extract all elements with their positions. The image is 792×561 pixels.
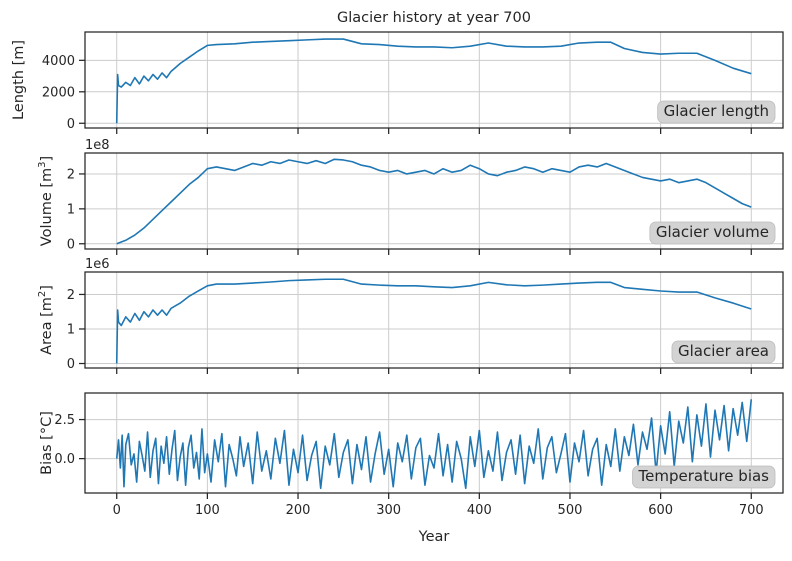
legend-label-1: Glacier length xyxy=(664,102,769,120)
axes-frame-3 xyxy=(84,271,784,369)
y-tick-label-1-1: 0 xyxy=(67,117,75,132)
y-tick-label-3-1: 0 xyxy=(67,357,75,372)
x-tick-label-7: 600 xyxy=(648,503,673,518)
y-tick-label-3-2: 1 xyxy=(67,322,75,337)
series-line-1-1 xyxy=(115,38,752,124)
legend-badge-1 xyxy=(657,100,776,124)
y-tick-label-1-3: 4000 xyxy=(42,54,75,69)
x-tick-label-5: 400 xyxy=(467,503,492,518)
y-tick-label-2-1: 0 xyxy=(67,237,75,252)
legend-label-4: Temperature bias xyxy=(638,467,770,485)
y-axis-label-3: Area [m2] xyxy=(37,285,55,355)
panel-1: 0 2000 4000 Length [m] Glacier length xyxy=(11,31,784,134)
panel-3: 0 1 2 1e6 Area [m2] Glacier area xyxy=(37,257,784,374)
x-tick-label-3: 200 xyxy=(286,503,311,518)
x-tick-label-1: 0 xyxy=(113,503,121,518)
axes-frame-1 xyxy=(84,31,784,129)
legend-badge-4 xyxy=(632,465,776,489)
y-axis-label-2: Volume [m3] xyxy=(37,156,55,246)
legend-label-2: Glacier volume xyxy=(656,223,769,241)
y-tick-label-3-3: 2 xyxy=(67,288,75,303)
axes-frame-4 xyxy=(84,392,784,494)
series-line-2-1 xyxy=(116,158,752,245)
y-multiplier-3: 1e6 xyxy=(85,257,110,272)
axes-frame-2 xyxy=(84,152,784,250)
y-tick-label-2-3: 2 xyxy=(67,167,75,182)
x-tick-label-2: 100 xyxy=(195,503,220,518)
series-line-3-1 xyxy=(115,278,752,364)
y-multiplier-2: 1e8 xyxy=(85,138,110,153)
y-tick-label-1-2: 2000 xyxy=(42,85,75,100)
y-axis-label-4: Bias [°C] xyxy=(39,411,55,475)
y-tick-label-2-2: 1 xyxy=(67,202,75,217)
x-tick-label-8: 700 xyxy=(739,503,764,518)
legend-label-3: Glacier area xyxy=(678,342,769,360)
y-axis-label-1: Length [m] xyxy=(11,40,27,120)
x-tick-label-4: 300 xyxy=(376,503,401,518)
series-line-4-1 xyxy=(115,399,753,490)
x-axis-label: Year xyxy=(418,529,450,545)
y-tick-label-4-2: 2.5 xyxy=(54,413,75,428)
panel-2: 0 1 2 1e8 Volume [m3] Glacier volume xyxy=(37,138,784,255)
x-tick-label-6: 500 xyxy=(558,503,583,518)
y-tick-label-4-1: 0.0 xyxy=(54,452,75,467)
legend-badge-3 xyxy=(671,340,776,364)
chart-title: Glacier history at year 700 xyxy=(337,10,531,26)
legend-badge-2 xyxy=(649,221,776,245)
